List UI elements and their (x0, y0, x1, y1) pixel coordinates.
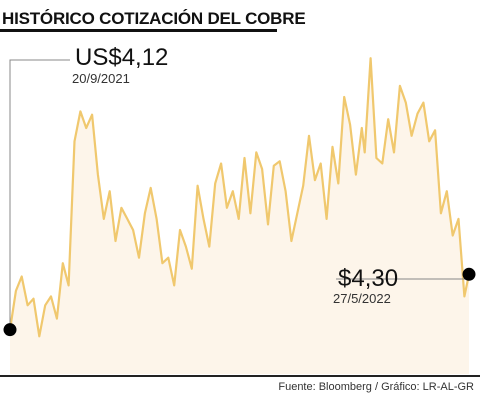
data-point (458, 218, 460, 220)
data-point (355, 174, 357, 176)
data-point (27, 304, 29, 306)
title-underline (0, 29, 277, 32)
data-point (74, 140, 76, 142)
data-point (120, 207, 122, 209)
data-point (132, 229, 134, 231)
annotation-start-date: 20/9/2021 (72, 71, 130, 86)
data-point (238, 218, 240, 220)
data-point (50, 295, 52, 297)
annotation-start-value: US$4,12 (75, 44, 169, 71)
annotation-start-leader (9, 59, 70, 330)
data-point (308, 135, 310, 137)
data-point (279, 160, 281, 162)
data-point (115, 240, 117, 242)
data-point (173, 284, 175, 286)
start-point-marker (3, 323, 17, 337)
data-point (15, 290, 17, 292)
data-point (179, 229, 181, 231)
data-point (161, 262, 163, 264)
data-point (452, 235, 454, 237)
data-point (381, 163, 383, 165)
data-point (393, 151, 395, 153)
data-point (314, 179, 316, 181)
data-point (463, 295, 465, 297)
source-note: Fuente: Bloomberg / Gráfico: LR-AL-GR (278, 381, 474, 393)
data-point (387, 118, 389, 120)
data-point (191, 268, 193, 270)
data-point (62, 262, 64, 264)
data-point (326, 218, 328, 220)
data-point (446, 190, 448, 192)
data-point (97, 174, 99, 176)
data-point (56, 318, 58, 320)
data-point (273, 165, 275, 167)
data-point (411, 135, 413, 137)
data-point (91, 114, 93, 116)
data-point (349, 124, 351, 126)
data-point (167, 257, 169, 259)
end-point-marker (462, 267, 476, 281)
data-point (375, 157, 377, 159)
data-point (417, 113, 419, 115)
data-point (144, 212, 146, 214)
annotation-end-date: 27/5/2022 (333, 291, 391, 306)
data-point (197, 185, 199, 187)
data-point (332, 146, 334, 148)
chart-title: HISTÓRICO COTIZACIÓN DEL COBRE (2, 9, 306, 28)
data-point (150, 187, 152, 189)
data-point (232, 190, 234, 192)
data-point (203, 218, 205, 220)
data-point (33, 298, 35, 300)
data-point (434, 129, 436, 131)
data-point (302, 185, 304, 187)
bottom-rule (0, 375, 480, 377)
data-point (185, 246, 187, 248)
data-point (361, 127, 363, 129)
data-point (220, 163, 222, 165)
data-point (38, 335, 40, 337)
data-point (79, 110, 81, 112)
data-point (261, 168, 263, 170)
data-point (296, 212, 298, 214)
data-point (249, 212, 251, 214)
data-point (244, 157, 246, 159)
data-point (290, 240, 292, 242)
data-point (138, 257, 140, 259)
data-point (399, 85, 401, 87)
annotation-end-value: $4,30 (338, 265, 399, 292)
data-point (156, 218, 158, 220)
data-point (370, 57, 372, 59)
data-point (320, 163, 322, 165)
data-point (68, 284, 70, 286)
data-point (103, 218, 105, 220)
data-point (422, 102, 424, 104)
data-point (44, 304, 46, 306)
data-point (428, 140, 430, 142)
data-point (208, 246, 210, 248)
data-point (85, 127, 87, 129)
data-point (337, 182, 339, 184)
data-point (109, 190, 111, 192)
price-line (8, 57, 471, 338)
data-point (440, 212, 442, 214)
data-point (21, 276, 23, 278)
data-point (364, 151, 366, 153)
data-point (214, 182, 216, 184)
data-point (343, 96, 345, 98)
data-point (226, 207, 228, 209)
data-point (126, 218, 128, 220)
data-point (255, 151, 257, 153)
data-point (267, 223, 269, 225)
data-point (285, 190, 287, 192)
data-point (405, 102, 407, 104)
